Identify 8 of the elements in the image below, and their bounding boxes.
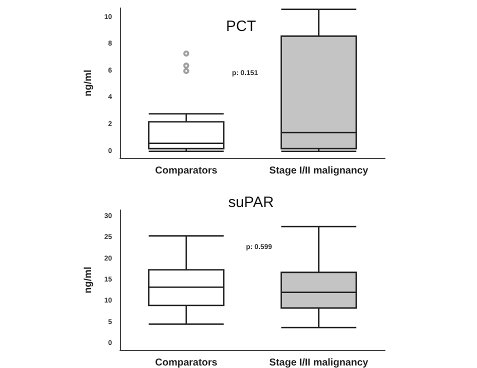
y-axis-title: ng/ml [82, 69, 94, 96]
x-tick-label: Stage I/II malignancy [269, 166, 369, 176]
y-axis-title: ng/ml [82, 266, 94, 294]
x-tick-label: Stage I/II malignancy [269, 358, 369, 368]
x-tick-label: Comparators [155, 166, 218, 176]
x-tick-label: Comparators [155, 358, 218, 368]
text: PCT [226, 18, 256, 35]
chart-title: suPAR [228, 194, 274, 211]
